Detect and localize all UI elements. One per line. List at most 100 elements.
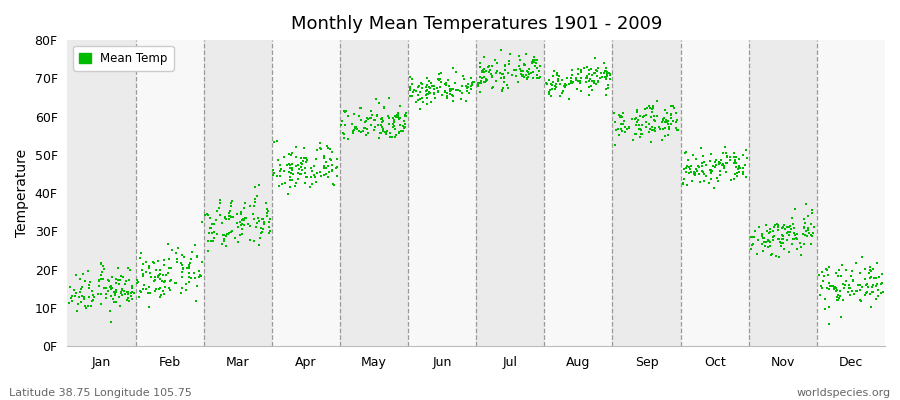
Point — [217, 231, 231, 238]
Point — [90, 291, 104, 297]
Point — [464, 75, 479, 82]
Point — [769, 252, 783, 259]
Point — [391, 114, 405, 120]
Point — [164, 265, 178, 272]
Point — [381, 113, 395, 120]
Point — [473, 74, 488, 80]
Point — [546, 79, 561, 85]
Point — [65, 293, 79, 300]
Point — [669, 125, 683, 132]
Point — [516, 68, 530, 75]
Point — [762, 230, 777, 236]
Point — [204, 220, 219, 227]
Point — [419, 87, 434, 94]
Point — [153, 276, 167, 282]
Point — [570, 86, 584, 92]
Point — [169, 250, 184, 256]
Point — [457, 76, 472, 82]
Point — [248, 183, 262, 190]
Point — [148, 278, 162, 284]
Point — [406, 88, 420, 95]
Point — [379, 129, 393, 136]
Point — [661, 121, 675, 127]
Point — [585, 87, 599, 94]
Point — [298, 180, 312, 186]
Point — [760, 228, 775, 234]
Point — [216, 232, 230, 238]
Point — [377, 104, 392, 110]
Point — [94, 261, 108, 267]
Point — [177, 254, 192, 260]
Point — [325, 167, 339, 173]
Point — [484, 74, 499, 80]
Point — [319, 170, 333, 177]
Point — [346, 120, 360, 127]
Point — [182, 270, 196, 277]
Point — [237, 222, 251, 228]
Point — [527, 57, 542, 64]
Point — [796, 231, 810, 237]
Point — [371, 122, 385, 128]
Point — [376, 128, 391, 134]
Point — [558, 84, 572, 90]
Point — [869, 281, 884, 288]
Point — [220, 230, 235, 237]
Point — [814, 282, 828, 289]
Point — [259, 210, 274, 216]
Point — [200, 210, 214, 217]
Point — [569, 77, 583, 83]
Point — [307, 162, 321, 169]
Point — [573, 78, 588, 85]
Point — [771, 224, 786, 230]
Y-axis label: Temperature: Temperature — [15, 149, 29, 237]
Point — [777, 224, 791, 230]
Point — [790, 231, 805, 237]
Point — [410, 97, 425, 104]
Point — [501, 70, 516, 77]
Point — [482, 69, 496, 76]
Point — [448, 69, 463, 76]
Point — [94, 269, 109, 276]
Point — [73, 275, 87, 282]
Point — [554, 77, 569, 83]
Point — [757, 235, 771, 242]
Point — [858, 276, 872, 282]
Point — [238, 200, 252, 206]
Point — [727, 160, 742, 166]
Point — [385, 114, 400, 121]
Point — [646, 117, 661, 123]
Point — [376, 126, 391, 132]
Point — [146, 259, 160, 266]
Point — [423, 85, 437, 92]
Point — [399, 110, 413, 116]
Point — [162, 256, 176, 262]
Point — [152, 267, 166, 274]
Bar — [340, 40, 408, 346]
Point — [617, 128, 632, 135]
Point — [391, 112, 405, 118]
Point — [845, 278, 859, 284]
Point — [179, 281, 194, 287]
Point — [386, 119, 400, 125]
Point — [820, 285, 834, 291]
Point — [299, 174, 313, 180]
Point — [411, 84, 426, 90]
Point — [876, 280, 890, 286]
Point — [81, 303, 95, 310]
Point — [119, 278, 133, 284]
Point — [573, 88, 588, 95]
Point — [703, 167, 717, 173]
Point — [165, 246, 179, 253]
Point — [670, 127, 685, 133]
Point — [94, 272, 109, 278]
Point — [723, 157, 737, 164]
Point — [589, 67, 603, 74]
Point — [768, 222, 782, 228]
Point — [599, 70, 614, 77]
Point — [836, 281, 850, 287]
Point — [212, 205, 227, 211]
Point — [517, 60, 531, 67]
Point — [868, 282, 883, 289]
Point — [770, 227, 785, 233]
Point — [518, 74, 532, 80]
